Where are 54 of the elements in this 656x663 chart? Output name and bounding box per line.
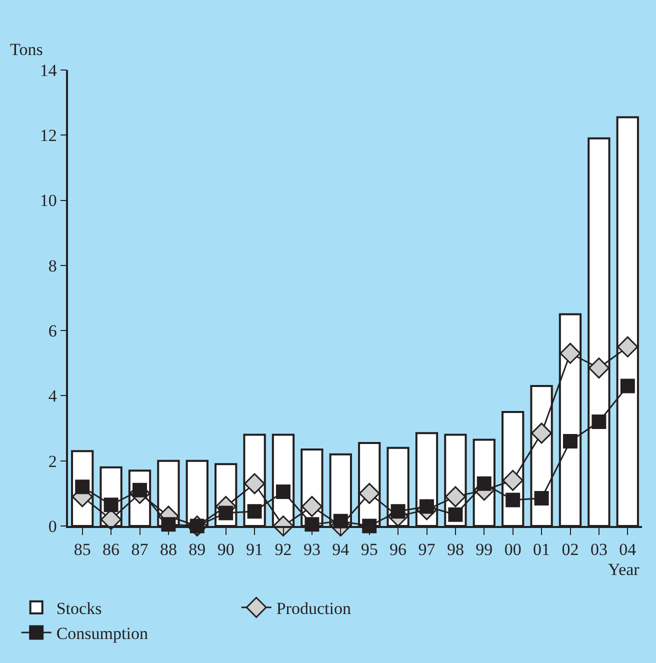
point (588, 358, 610, 379)
point (531, 422, 552, 444)
point (560, 342, 581, 364)
legend-label: Production (276, 599, 352, 618)
legend-label: Stocks (56, 599, 102, 618)
y-tick-label: 0 (48, 516, 57, 536)
y-tick-label: 8 (48, 256, 57, 276)
point (502, 470, 524, 491)
x-tick-label: 93 (303, 540, 320, 560)
x-tick-label: 04 (619, 540, 637, 560)
point (390, 504, 406, 519)
x-tick-label: 91 (246, 540, 264, 560)
point (506, 492, 520, 508)
point (534, 491, 549, 506)
point (620, 378, 635, 394)
y-tick-label: 14 (40, 60, 58, 80)
point (444, 486, 466, 508)
x-tick-label: 87 (131, 540, 149, 560)
y-axis-title: Tons (10, 40, 43, 59)
point (476, 476, 492, 491)
x-tick-label: 95 (360, 540, 378, 560)
point (617, 336, 638, 358)
x-tick-label: 99 (476, 540, 493, 560)
point (448, 507, 463, 522)
y-tick-label: 12 (40, 126, 57, 146)
point (218, 506, 234, 520)
y-tick-label: 2 (48, 452, 57, 471)
x-tick-label: 98 (446, 540, 464, 560)
point (247, 504, 262, 519)
x-tick-label: 02 (562, 540, 579, 560)
x-tick-label: 97 (418, 540, 436, 560)
y-tick-label: 4 (48, 386, 58, 406)
x-tick-label: 89 (188, 540, 206, 560)
point (563, 434, 578, 449)
point (244, 473, 266, 494)
x-tick-label: 01 (533, 540, 550, 560)
x-tick-label: 00 (504, 540, 522, 560)
x-tick-label: 85 (74, 540, 91, 560)
x-tick-label: 94 (332, 540, 350, 560)
x-tick-label: 03 (590, 540, 608, 560)
point (276, 484, 290, 500)
x-tick-label: 88 (160, 540, 177, 560)
y-tick-label: 6 (48, 322, 57, 341)
point (104, 498, 118, 512)
x-tick-label: 86 (102, 540, 120, 560)
point (301, 496, 322, 517)
point (75, 480, 90, 494)
legend-label: Consumption (56, 624, 148, 644)
y-tick-label: 10 (40, 191, 57, 210)
x-axis-title: Year (608, 560, 640, 579)
x-tick-label: 90 (217, 540, 234, 560)
x-tick-label: 92 (274, 540, 292, 560)
x-tick-label: 96 (390, 540, 407, 560)
point (592, 414, 606, 430)
